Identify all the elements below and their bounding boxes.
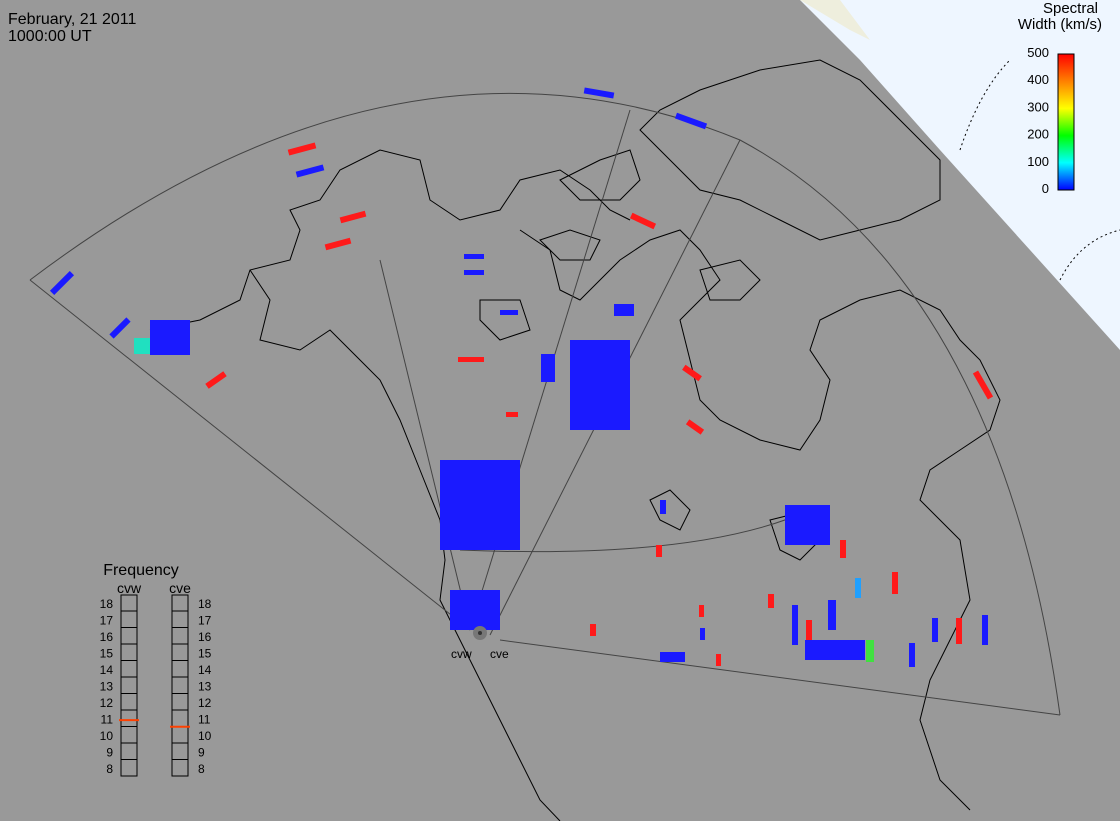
frequency-scale-label: 12 <box>100 696 114 710</box>
echo-cluster-east <box>785 505 830 545</box>
radar-label-cvw: cvw <box>451 647 472 661</box>
legend-tick-label: 400 <box>1027 72 1049 87</box>
legend-colorbar <box>1057 53 1075 191</box>
legend-tick-label: 100 <box>1027 154 1049 169</box>
frequency-label-cve: cve <box>169 580 191 596</box>
legend-ticks: 500 400 300 200 100 0 <box>1027 45 1049 196</box>
echo-cluster-north <box>570 340 630 430</box>
scatter-echoes <box>49 87 994 667</box>
frequency-title: Frequency <box>103 562 179 579</box>
dayside-region <box>800 0 1120 350</box>
echo-1 <box>660 652 685 662</box>
frequency-scale-label: 10 <box>100 729 114 743</box>
frequency-scale-label: 16 <box>198 630 212 644</box>
blue-echoes <box>49 87 988 667</box>
frequency-scale-label: 9 <box>106 746 113 760</box>
frequency-scale-label: 14 <box>198 663 212 677</box>
frequency-scale-label: 11 <box>101 713 114 727</box>
legend-title-line1: Spectral <box>1043 0 1098 17</box>
frequency-scale-label: 18 <box>198 597 212 611</box>
latitude-circle-dotted-2 <box>1059 229 1120 281</box>
legend-tick-label: 200 <box>1027 127 1049 142</box>
frequency-scale-label: 15 <box>100 647 114 661</box>
red-echoes <box>205 142 994 666</box>
frequency-label-cvw: cvw <box>117 580 142 596</box>
radar-site-dot <box>478 631 482 635</box>
frequency-scale-label: 16 <box>100 630 114 644</box>
frequency-scales: 18 17 16 15 14 13 12 11 10 9 8 18 17 16 15 14 13 12 11 10 9 8 <box>100 594 212 777</box>
frequency-scale-label: 13 <box>100 680 114 694</box>
frequency-scale-label: 14 <box>100 663 114 677</box>
legend-tick-label: 500 <box>1027 45 1049 60</box>
radar-label-cve: cve <box>490 647 509 661</box>
echo-cluster-southeast <box>805 640 865 660</box>
frequency-scale-label: 13 <box>198 680 212 694</box>
frequency-scale-label: 9 <box>198 746 205 760</box>
frequency-scale-label: 8 <box>106 762 113 776</box>
frequency-scale-label: 17 <box>100 614 114 628</box>
echo-cyan <box>134 338 150 354</box>
frequency-scale-label: 18 <box>100 597 114 611</box>
legend-tick-label: 300 <box>1027 99 1049 114</box>
frequency-scale-label: 12 <box>198 696 212 710</box>
legend-tick-label: 0 <box>1042 181 1049 196</box>
date-label: February, 21 2011 <box>8 11 136 28</box>
land-dayside <box>800 0 870 40</box>
echo-near-radar <box>450 590 500 630</box>
legend-title-line2: Width (km/s) <box>1018 16 1102 33</box>
frequency-scale-label: 11 <box>198 713 211 727</box>
echo-light-blue <box>855 578 861 598</box>
echo-cluster-west <box>440 460 520 550</box>
frequency-scale-label: 17 <box>198 614 212 628</box>
frequency-scale-label: 15 <box>198 647 212 661</box>
frequency-scale-label: 10 <box>198 729 212 743</box>
frequency-scale-label: 8 <box>198 762 205 776</box>
echo-cluster-alaska <box>150 320 190 355</box>
time-label: 1000:00 UT <box>8 28 92 45</box>
echo-green <box>866 640 874 662</box>
